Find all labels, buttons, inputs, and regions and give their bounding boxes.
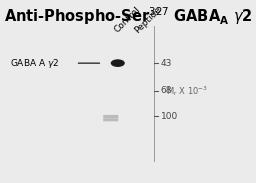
Text: 43: 43 [161,59,172,68]
Text: Peptide: Peptide [133,4,164,35]
Text: 68: 68 [161,86,172,95]
Text: GABA A $\gamma$2: GABA A $\gamma$2 [10,57,60,70]
Text: 100: 100 [161,112,178,121]
Ellipse shape [111,59,125,67]
Text: M$_\mathregular{r}$ X 10$^{-3}$: M$_\mathregular{r}$ X 10$^{-3}$ [166,84,208,98]
FancyBboxPatch shape [103,115,118,118]
FancyBboxPatch shape [103,118,118,121]
Text: Anti-Phospho-Ser$^{327}$ GABA$_\mathregular{A}$ $\gamma$2: Anti-Phospho-Ser$^{327}$ GABA$_\mathregu… [4,5,252,27]
Text: Control: Control [113,5,142,35]
